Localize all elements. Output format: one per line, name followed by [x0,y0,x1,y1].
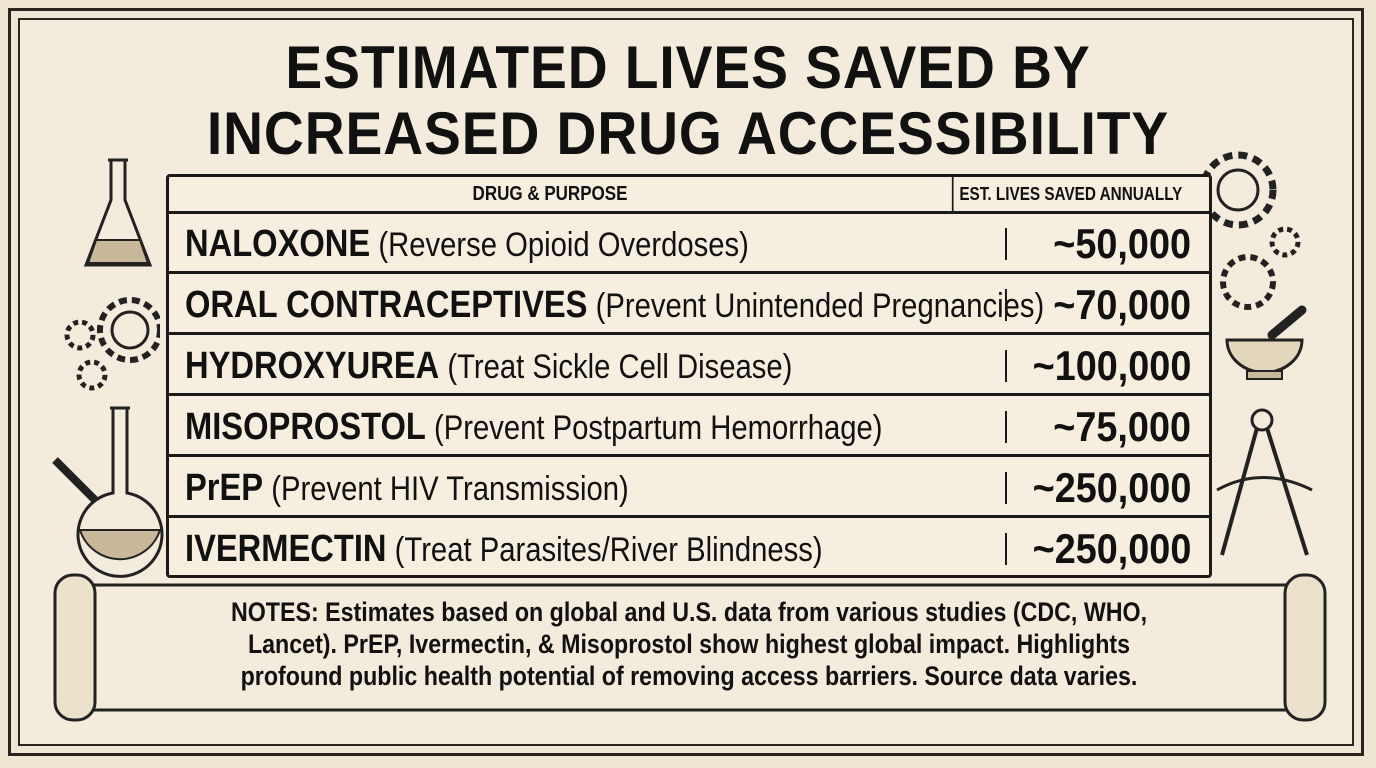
notes-text: NOTES: Estimates based on global and U.S… [230,597,1148,691]
drug-name: IVERMECTIN [185,528,387,570]
title-line-1: ESTIMATED LIVES SAVED BY [285,34,1091,101]
flask-icon [83,158,153,267]
table-row: MISOPROSTOL (Prevent Postpartum Hemorrha… [169,397,1209,457]
column-divider [1005,228,1007,260]
drug-cell: MISOPROSTOL (Prevent Postpartum Hemorrha… [185,405,883,450]
column-divider [1005,289,1007,321]
table-row: HYDROXYUREA (Treat Sickle Cell Disease) ~… [169,336,1209,396]
round-flask-icon [52,406,164,578]
table-header: DRUG & PURPOSE EST. LIVES SAVED ANNUALLY [169,177,1209,214]
column-divider [1005,411,1007,443]
lives-saved-value: ~100,000 [1032,342,1191,389]
drug-name: MISOPROSTOL [185,406,426,448]
column-divider [1005,533,1007,565]
lives-saved-value: ~70,000 [1053,281,1191,328]
drug-purpose: (Treat Sickle Cell Disease) [447,348,793,386]
gears-icon [64,297,160,391]
title-line-2: INCREASED DRUG ACCESSIBILITY [206,100,1170,167]
drug-cell: PrEP (Prevent HIV Transmission) [185,466,629,511]
header-drug-purpose: DRUG & PURPOSE [472,183,628,205]
drug-purpose: (Prevent Postpartum Hemorrhage) [434,409,883,447]
drug-name: HYDROXYUREA [185,345,440,387]
compass-icon [1216,408,1313,556]
drug-cell: ORAL CONTRACEPTIVES (Prevent Unintended … [185,283,1044,328]
drug-name: ORAL CONTRACEPTIVES [185,284,588,326]
drug-purpose: (Reverse Opioid Overdoses) [378,226,749,264]
column-divider [1005,350,1007,382]
table-row: PrEP (Prevent HIV Transmission) ~250,000 [169,458,1209,518]
table-row: IVERMECTIN (Treat Parasites/River Blindn… [169,519,1209,579]
outer-border [8,8,1364,756]
scroll-icon [53,573,1327,722]
drug-name: NALOXONE [185,223,371,265]
table-row: NALOXONE (Reverse Opioid Overdoses) ~50,0… [169,214,1209,274]
drug-name: PrEP [185,467,264,509]
drug-cell: IVERMECTIN (Treat Parasites/River Blindn… [185,527,823,572]
lives-saved-table: DRUG & PURPOSE EST. LIVES SAVED ANNUALLY… [166,174,1212,578]
table-row: ORAL CONTRACEPTIVES (Prevent Unintended … [169,275,1209,335]
drug-cell: HYDROXYUREA (Treat Sickle Cell Disease) [185,344,792,389]
header-lives-saved: EST. LIVES SAVED ANNUALLY [951,177,1188,211]
lives-saved-value: ~50,000 [1053,220,1191,267]
drug-purpose: (Prevent HIV Transmission) [271,470,629,508]
column-divider [1005,472,1007,504]
drug-purpose: (Treat Parasites/River Blindness) [394,531,823,569]
lives-saved-value: ~250,000 [1032,525,1191,572]
mortar-pestle-icon [1225,305,1307,380]
lives-saved-value: ~75,000 [1053,403,1191,450]
drug-cell: NALOXONE (Reverse Opioid Overdoses) [185,222,749,267]
lives-saved-value: ~250,000 [1032,464,1191,511]
drug-purpose: (Prevent Unintended Pregnancies) [595,287,1045,325]
